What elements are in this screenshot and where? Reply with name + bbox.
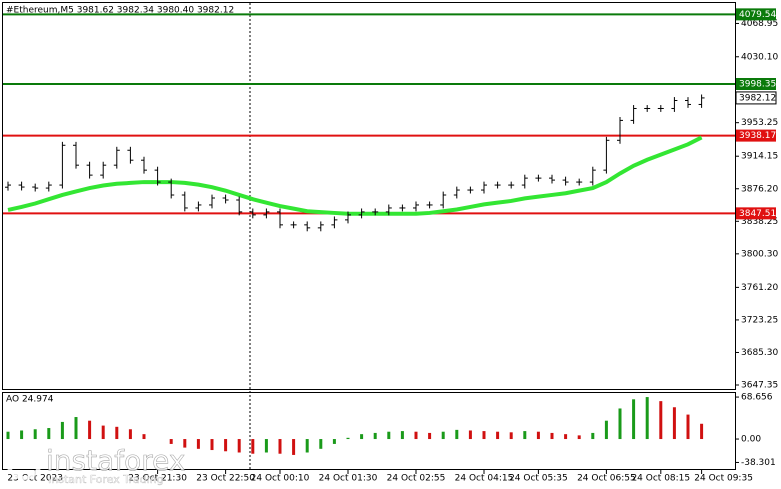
y-tick-label: 0.00 bbox=[741, 435, 761, 445]
level-tag bbox=[736, 8, 776, 21]
watermark: instaforex Instant Forex Trading bbox=[6, 444, 186, 486]
x-tick-label: 24 Oct 08:15 bbox=[631, 474, 690, 484]
current-price-tag bbox=[735, 91, 777, 105]
x-tick-label: 24 Oct 01:30 bbox=[319, 474, 378, 484]
x-tick-label: 24 Oct 05:35 bbox=[509, 474, 568, 484]
y-tick-label: 68.656 bbox=[741, 393, 773, 403]
x-tick-label: 24 Oct 00:10 bbox=[251, 474, 310, 484]
x-tick-label: 23 Oct 21:30 bbox=[128, 474, 187, 484]
y-tick-label: 3800.30 bbox=[741, 249, 778, 259]
moving-average bbox=[7, 135, 703, 216]
chart-title: #Ethereum,M5 3981.62 3982.34 3980.40 398… bbox=[6, 6, 234, 16]
x-tick-label: 24 Oct 02:55 bbox=[387, 474, 446, 484]
level-tag bbox=[736, 207, 776, 220]
y-tick-label: 3876.20 bbox=[741, 184, 778, 194]
y-tick-label: 3723.25 bbox=[741, 315, 778, 325]
y-tick-label: 4068.95 bbox=[741, 19, 778, 29]
level-tag bbox=[736, 129, 776, 142]
level-tag bbox=[736, 77, 776, 90]
price-frame bbox=[2, 2, 736, 390]
current-price-label: 3982.12 bbox=[739, 93, 776, 103]
watermark-logo bbox=[6, 444, 42, 480]
y-tick-label: 3685.30 bbox=[741, 348, 778, 358]
x-tick-label: 24 Oct 06:55 bbox=[577, 474, 636, 484]
watermark-brand: instaforex bbox=[46, 444, 185, 477]
y-tick-label: 3914.15 bbox=[741, 152, 778, 162]
ao-frame bbox=[2, 392, 736, 470]
level-label: 3998.35 bbox=[739, 79, 776, 89]
level-label: 4079.54 bbox=[739, 10, 776, 20]
y-tick-label: 3761.20 bbox=[741, 283, 778, 293]
y-tick-label: 3953.25 bbox=[741, 118, 778, 128]
y-tick-label: 3647.35 bbox=[741, 381, 778, 391]
indicator-title: AO 24.974 bbox=[6, 395, 54, 405]
level-label: 3938.17 bbox=[739, 131, 776, 141]
x-tick-label: 23 Oct 22:50 bbox=[196, 474, 255, 484]
y-tick-label: 3838.25 bbox=[741, 217, 778, 227]
x-tick-label: 24 Oct 04:15 bbox=[455, 474, 514, 484]
x-tick-label: 24 Oct 09:35 bbox=[694, 474, 753, 484]
y-tick-label: -38.301 bbox=[741, 458, 776, 468]
y-tick-label: 4030.10 bbox=[741, 52, 778, 62]
level-label: 3847.51 bbox=[739, 209, 776, 219]
watermark-tagline: Instant Forex Trading bbox=[48, 473, 164, 486]
x-tick-label: 23 Oct 2023 bbox=[7, 474, 63, 484]
